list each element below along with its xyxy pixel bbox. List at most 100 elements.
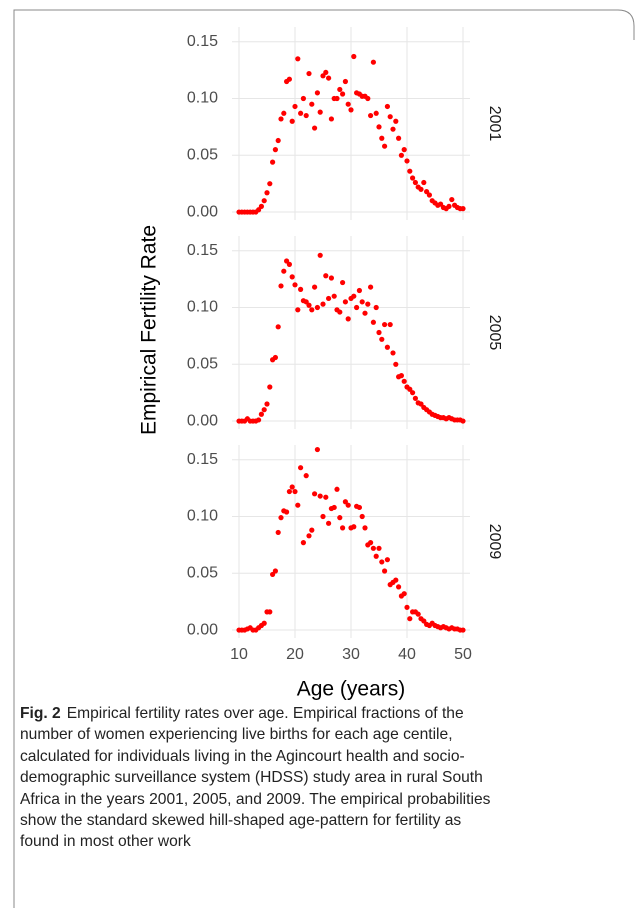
point	[258, 203, 264, 209]
point	[295, 502, 301, 508]
point	[261, 198, 267, 204]
point	[421, 179, 427, 186]
caption-line: show the standard skewed hill-shaped age…	[20, 812, 462, 830]
y-tick-label: 0.00	[187, 412, 218, 429]
caption-label: Fig. 2	[20, 705, 61, 722]
point	[393, 577, 399, 583]
point	[306, 70, 312, 77]
point	[264, 401, 270, 407]
y-tick-label: 0.10	[187, 299, 218, 316]
point	[407, 616, 413, 622]
point	[275, 324, 281, 330]
point	[326, 520, 332, 526]
point	[398, 373, 404, 379]
point	[418, 186, 424, 192]
y-tick-label: 0.10	[187, 90, 218, 107]
panel-label: 2009	[486, 524, 503, 560]
y-tick-label: 0.00	[187, 203, 218, 220]
point	[326, 75, 332, 81]
point	[396, 584, 402, 590]
point	[460, 418, 466, 424]
point	[342, 299, 348, 305]
point	[300, 540, 306, 546]
point	[446, 203, 452, 209]
point	[393, 118, 399, 124]
point	[351, 293, 357, 299]
point	[398, 152, 404, 158]
point	[390, 126, 396, 132]
point	[404, 158, 410, 164]
point	[334, 486, 340, 492]
point	[373, 110, 379, 116]
point	[267, 609, 273, 615]
caption-line: Fig. 2 Empirical fertility rates over age…	[20, 703, 626, 724]
point	[382, 321, 388, 328]
point	[387, 114, 393, 120]
x-tick-label: 50	[454, 646, 472, 663]
point	[298, 110, 304, 116]
point	[370, 319, 376, 325]
point	[390, 350, 396, 356]
point	[261, 407, 267, 413]
point	[328, 275, 334, 281]
point	[272, 568, 278, 574]
point	[298, 286, 304, 292]
point	[309, 307, 315, 313]
point	[306, 302, 312, 308]
point	[368, 112, 374, 119]
caption-line: demographic surveillance system (HDSS) s…	[20, 769, 483, 787]
frame	[13, 9, 635, 908]
point	[401, 378, 407, 384]
point	[365, 301, 371, 307]
point	[460, 206, 466, 212]
point	[368, 284, 374, 290]
point	[314, 90, 320, 96]
point	[401, 147, 407, 153]
point	[376, 124, 382, 130]
point	[292, 488, 298, 495]
point	[345, 316, 351, 322]
point	[267, 384, 273, 390]
point	[379, 135, 385, 141]
point	[337, 515, 343, 521]
point	[412, 179, 418, 186]
point	[270, 159, 276, 165]
point	[298, 465, 304, 471]
point	[449, 196, 455, 203]
point	[393, 361, 399, 367]
point	[345, 101, 351, 107]
point	[320, 513, 326, 520]
point	[370, 59, 376, 65]
point	[281, 268, 287, 274]
point	[278, 116, 284, 122]
point	[312, 284, 318, 290]
y-tick-label: 0.05	[187, 356, 218, 373]
point	[289, 484, 295, 490]
point	[264, 190, 270, 196]
point	[317, 252, 323, 258]
point	[323, 494, 329, 500]
point	[284, 509, 290, 515]
point	[314, 446, 320, 453]
point	[314, 304, 320, 311]
point	[323, 273, 329, 279]
point	[334, 95, 340, 102]
caption-text: Empirical fertility rates over age. Empi…	[66, 705, 464, 722]
point	[292, 103, 298, 110]
point	[323, 69, 329, 76]
point	[373, 304, 379, 311]
point	[362, 525, 368, 531]
point	[426, 192, 432, 198]
point	[258, 411, 264, 417]
x-tick-label: 20	[286, 646, 304, 663]
point	[348, 107, 354, 113]
y-axis-title: Empirical Fertility Rate	[138, 225, 161, 435]
point	[340, 525, 346, 531]
point	[272, 354, 278, 361]
point	[306, 533, 312, 539]
point	[373, 553, 379, 559]
point	[387, 321, 393, 328]
point	[351, 53, 357, 60]
